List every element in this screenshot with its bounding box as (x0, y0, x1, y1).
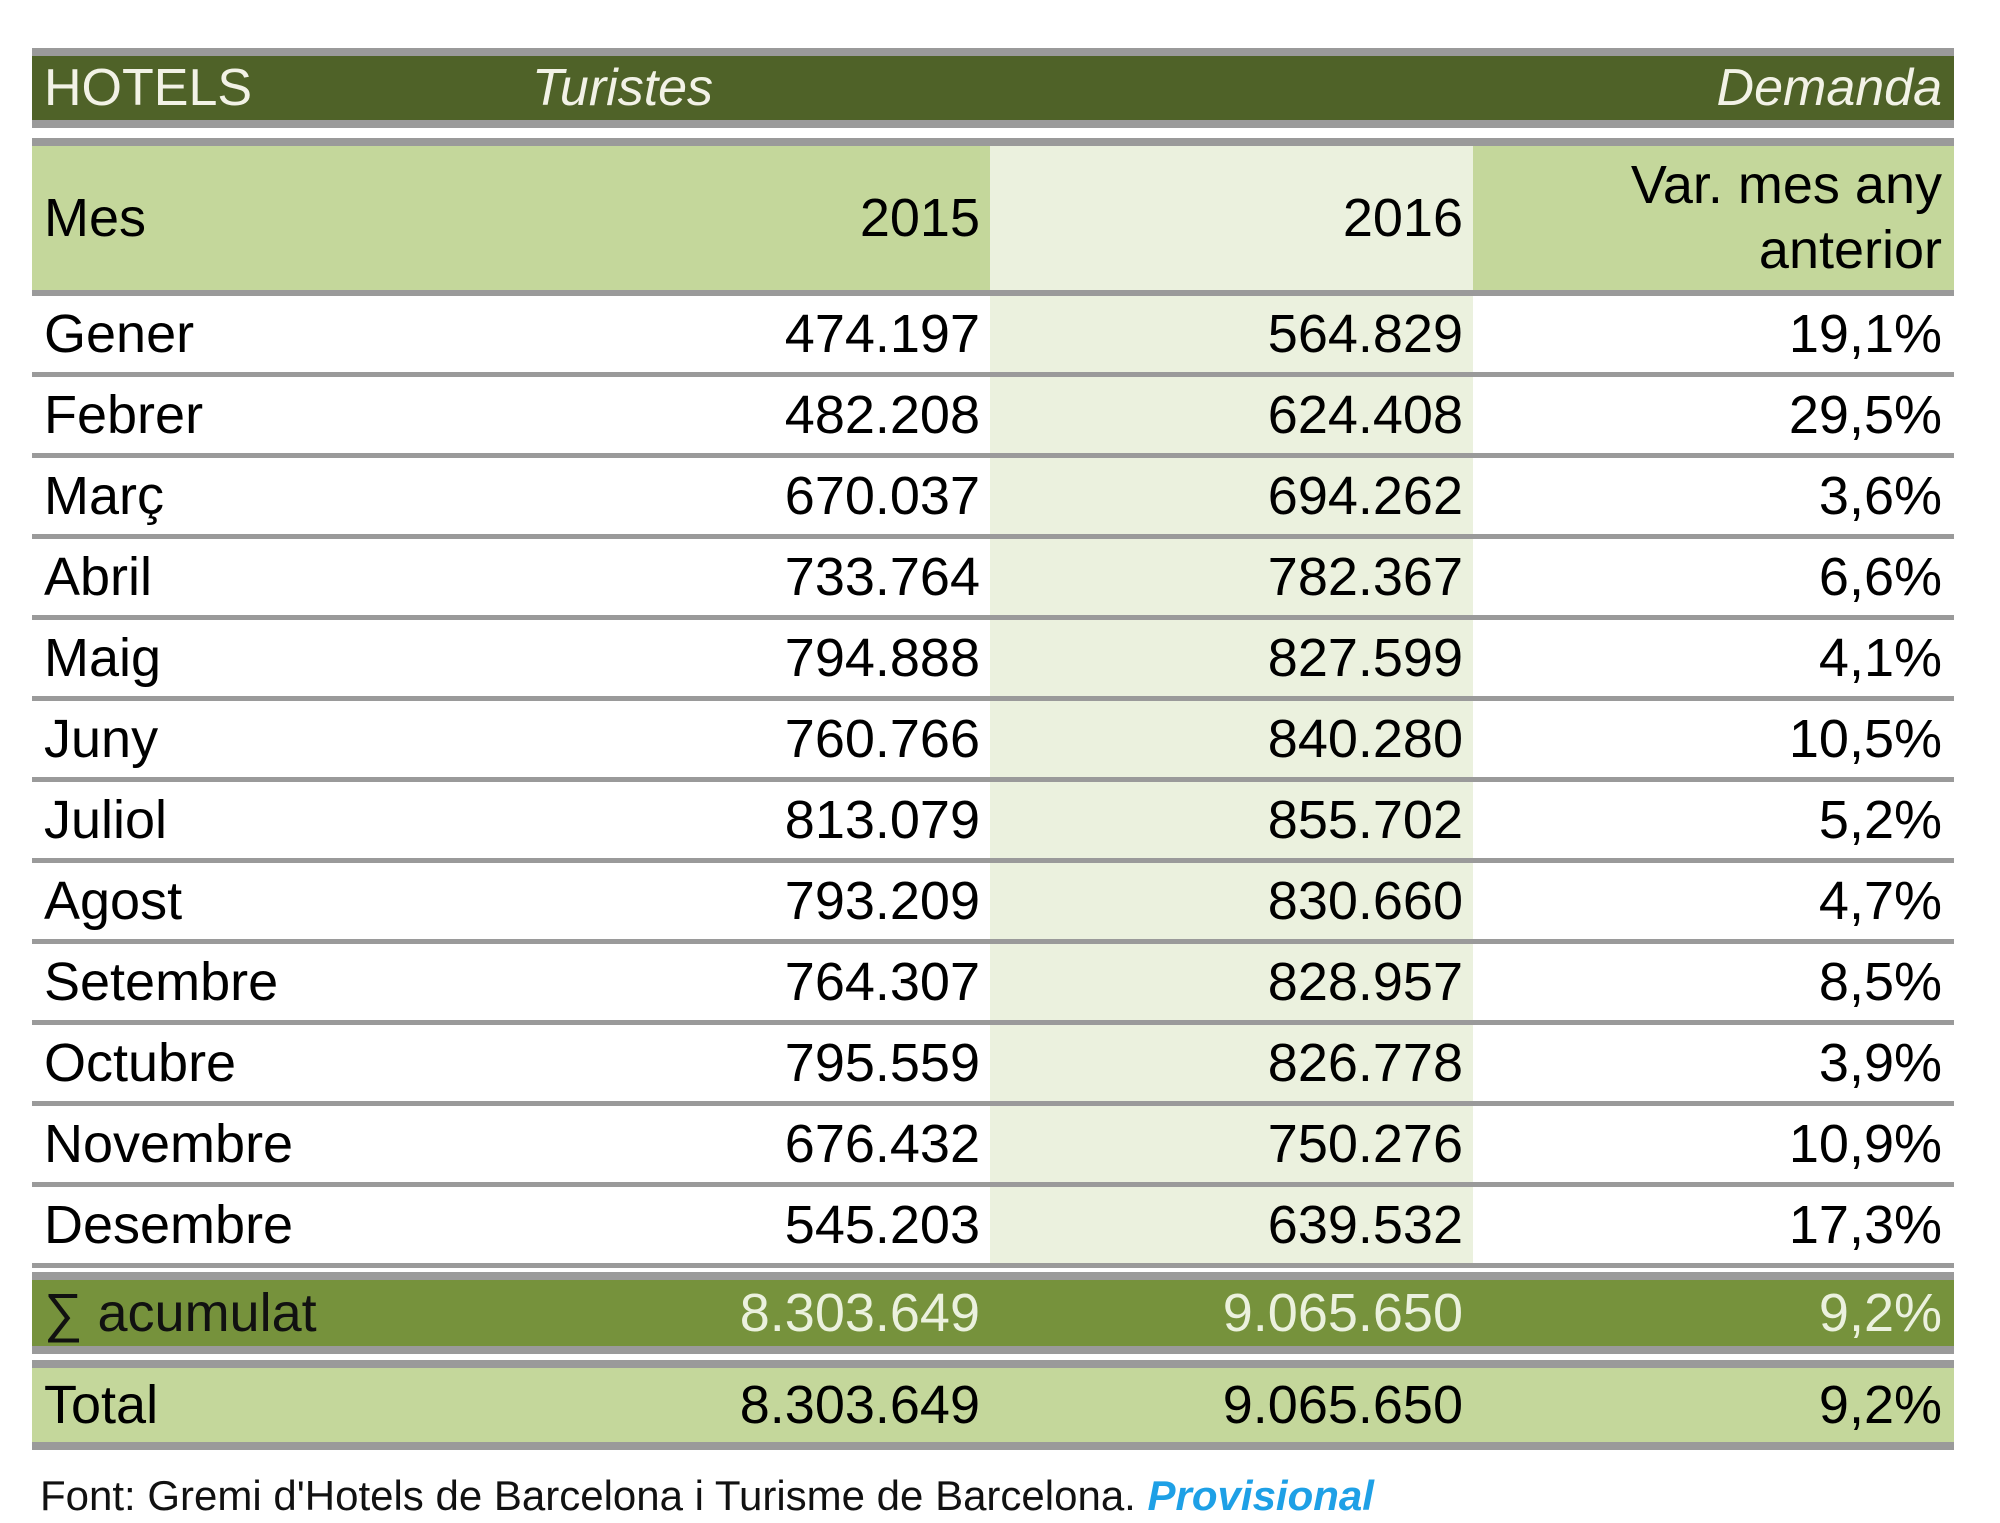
variation-cell: 4,1% (1818, 628, 1942, 688)
total-row: Total 8.303.649 9.065.650 9,2% (32, 1360, 1954, 1450)
total-label: Total (44, 1375, 159, 1435)
title-hotels: HOTELS (44, 59, 253, 117)
table-row: Febrer 482.208 624.408 29,5% (32, 377, 1954, 458)
value-2015-cell: 813.079 (784, 790, 980, 850)
variation-cell: 17,3% (1788, 1195, 1942, 1255)
value-2016-cell: 827.599 (1267, 628, 1463, 688)
accumulated-row: ∑ acumulat 8.303.649 9.065.650 9,2% (32, 1272, 1954, 1354)
variation-cell: 5,2% (1818, 790, 1942, 850)
table-title-row: HOTELS Turistes Demanda (32, 48, 1954, 128)
table-header-row: Mes 2015 2016 Var. mes any anterior (32, 138, 1954, 296)
value-2016-cell: 782.367 (1267, 547, 1463, 607)
value-2016-cell: 564.829 (1267, 304, 1463, 364)
value-2016-cell: 826.778 (1267, 1033, 1463, 1093)
month-cell: Gener (44, 304, 195, 364)
value-2016-cell: 639.532 (1267, 1195, 1463, 1255)
table-row: Agost 793.209 830.660 4,7% (32, 863, 1954, 944)
value-2016-cell: 830.660 (1267, 871, 1463, 931)
provisional-note: Provisional (1147, 1472, 1374, 1519)
value-2016-cell: 828.957 (1267, 952, 1463, 1012)
variation-cell: 3,6% (1818, 466, 1942, 526)
value-2016-cell: 694.262 (1267, 466, 1463, 526)
variation-cell: 4,7% (1818, 871, 1942, 931)
table-row: Gener 474.197 564.829 19,1% (32, 296, 1954, 377)
month-cell: Novembre (44, 1114, 294, 1174)
variation-cell: 19,1% (1788, 304, 1942, 364)
total-2016: 9.065.650 (1222, 1375, 1463, 1435)
value-2015-cell: 482.208 (784, 385, 980, 445)
header-2015: 2015 (859, 188, 980, 248)
variation-cell: 3,9% (1818, 1033, 1942, 1093)
table-row: Març 670.037 694.262 3,6% (32, 458, 1954, 539)
value-2016-cell: 624.408 (1267, 385, 1463, 445)
hotels-tourists-table: HOTELS Turistes Demanda Mes 2015 2016 Va… (32, 48, 1954, 1450)
value-2016-cell: 750.276 (1267, 1114, 1463, 1174)
header-var-line2: anterior (1758, 220, 1942, 280)
month-cell: Setembre (44, 952, 279, 1012)
value-2015-cell: 764.307 (784, 952, 980, 1012)
month-cell: Desembre (44, 1195, 294, 1255)
accumulated-label: ∑ acumulat (44, 1283, 317, 1343)
value-2016-cell: 855.702 (1267, 790, 1463, 850)
table-row: Abril 733.764 782.367 6,6% (32, 539, 1954, 620)
table-row: Setembre 764.307 828.957 8,5% (32, 944, 1954, 1025)
month-cell: Agost (44, 871, 183, 931)
value-2015-cell: 545.203 (784, 1195, 980, 1255)
source-footnote: Font: Gremi d'Hotels de Barcelona i Turi… (40, 1472, 1374, 1520)
table-row: Octubre 795.559 826.778 3,9% (32, 1025, 1954, 1106)
table-row: Juny 760.766 840.280 10,5% (32, 701, 1954, 782)
value-2015-cell: 794.888 (784, 628, 980, 688)
month-cell: Maig (44, 628, 162, 688)
table-row: Maig 794.888 827.599 4,1% (32, 620, 1954, 701)
header-month: Mes (44, 188, 147, 248)
accumulated-2016: 9.065.650 (1222, 1283, 1463, 1343)
value-2015-cell: 733.764 (784, 547, 980, 607)
source-text: Font: Gremi d'Hotels de Barcelona i Turi… (40, 1472, 1136, 1519)
value-2015-cell: 676.432 (784, 1114, 980, 1174)
title-turistes: Turistes (532, 59, 714, 117)
table-row: Novembre 676.432 750.276 10,9% (32, 1106, 1954, 1187)
variation-cell: 29,5% (1788, 385, 1942, 445)
month-cell: Juliol (44, 790, 168, 850)
variation-cell: 10,5% (1788, 709, 1942, 769)
header-2016: 2016 (1342, 188, 1463, 248)
variation-cell: 6,6% (1818, 547, 1942, 607)
title-demanda: Demanda (1716, 59, 1942, 117)
table-row: Juliol 813.079 855.702 5,2% (32, 782, 1954, 863)
total-2015: 8.303.649 (739, 1375, 980, 1435)
month-cell: Octubre (44, 1033, 237, 1093)
table-row: Desembre 545.203 639.532 17,3% (32, 1187, 1954, 1268)
variation-cell: 8,5% (1818, 952, 1942, 1012)
accumulated-var: 9,2% (1818, 1283, 1942, 1343)
accumulated-2015: 8.303.649 (739, 1283, 980, 1343)
value-2015-cell: 793.209 (784, 871, 980, 931)
value-2015-cell: 670.037 (784, 466, 980, 526)
month-cell: Març (44, 466, 164, 526)
value-2016-cell: 840.280 (1267, 709, 1463, 769)
total-var: 9,2% (1818, 1375, 1942, 1435)
header-var-line1: Var. mes any (1630, 155, 1942, 216)
month-cell: Abril (44, 547, 153, 607)
value-2015-cell: 795.559 (784, 1033, 980, 1093)
month-cell: Febrer (44, 385, 204, 445)
variation-cell: 10,9% (1788, 1114, 1942, 1174)
month-cell: Juny (44, 709, 159, 769)
value-2015-cell: 760.766 (784, 709, 980, 769)
value-2015-cell: 474.197 (784, 304, 980, 364)
